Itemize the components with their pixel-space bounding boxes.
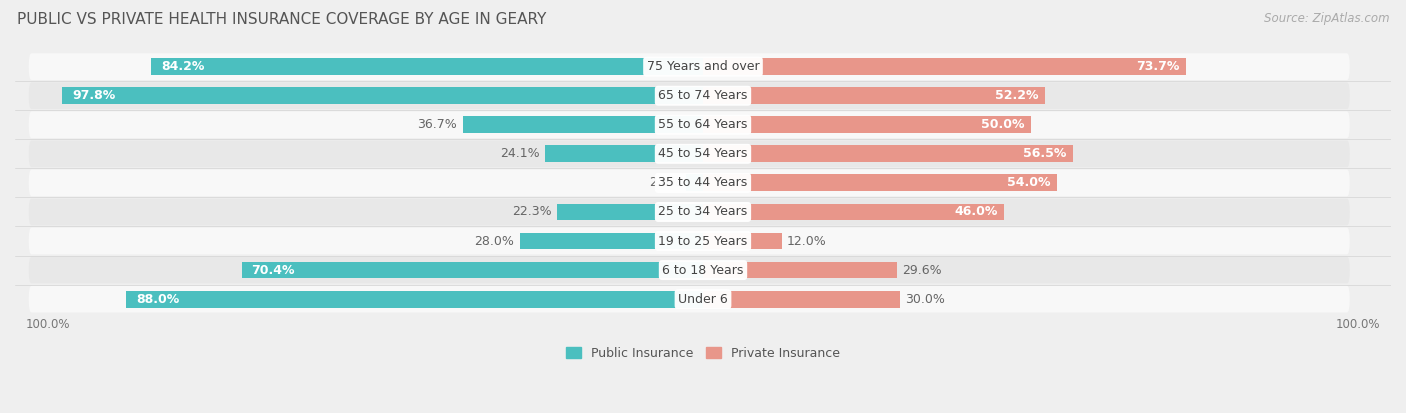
Text: 50.0%: 50.0% — [980, 118, 1024, 131]
Bar — [703, 145, 1073, 162]
Text: 84.2%: 84.2% — [162, 60, 204, 73]
FancyBboxPatch shape — [28, 170, 1350, 196]
Bar — [703, 87, 1045, 104]
Bar — [62, 87, 703, 104]
Bar — [520, 233, 703, 249]
Text: 6 to 18 Years: 6 to 18 Years — [662, 263, 744, 277]
Bar — [127, 291, 703, 308]
Text: 24.1%: 24.1% — [501, 147, 540, 160]
Text: 45 to 54 Years: 45 to 54 Years — [658, 147, 748, 160]
Text: 22.3%: 22.3% — [512, 205, 551, 218]
Bar — [557, 204, 703, 221]
FancyBboxPatch shape — [28, 82, 1350, 109]
Text: 29.6%: 29.6% — [903, 263, 942, 277]
Text: 65 to 74 Years: 65 to 74 Years — [658, 89, 748, 102]
Bar — [463, 116, 703, 133]
Text: PUBLIC VS PRIVATE HEALTH INSURANCE COVERAGE BY AGE IN GEARY: PUBLIC VS PRIVATE HEALTH INSURANCE COVER… — [17, 12, 547, 27]
Bar — [703, 291, 900, 308]
FancyBboxPatch shape — [28, 140, 1350, 167]
Legend: Public Insurance, Private Insurance: Public Insurance, Private Insurance — [561, 342, 845, 365]
Bar — [686, 174, 703, 191]
Bar — [703, 174, 1057, 191]
Text: 52.2%: 52.2% — [995, 89, 1039, 102]
Text: 19 to 25 Years: 19 to 25 Years — [658, 235, 748, 247]
Text: 88.0%: 88.0% — [136, 293, 180, 306]
Text: 46.0%: 46.0% — [955, 205, 998, 218]
Text: 12.0%: 12.0% — [787, 235, 827, 247]
Text: Under 6: Under 6 — [678, 293, 728, 306]
FancyBboxPatch shape — [28, 257, 1350, 283]
Bar — [546, 145, 703, 162]
Bar — [152, 58, 703, 75]
Text: 70.4%: 70.4% — [252, 263, 295, 277]
Bar — [703, 58, 1185, 75]
FancyBboxPatch shape — [28, 228, 1350, 254]
FancyBboxPatch shape — [28, 286, 1350, 313]
FancyBboxPatch shape — [28, 112, 1350, 138]
Bar — [703, 204, 1004, 221]
Bar — [242, 261, 703, 278]
FancyBboxPatch shape — [28, 199, 1350, 225]
Bar — [703, 261, 897, 278]
Bar — [703, 116, 1031, 133]
Text: 73.7%: 73.7% — [1136, 60, 1180, 73]
FancyBboxPatch shape — [28, 53, 1350, 80]
Text: Source: ZipAtlas.com: Source: ZipAtlas.com — [1264, 12, 1389, 25]
Text: 2.6%: 2.6% — [650, 176, 681, 190]
Text: 35 to 44 Years: 35 to 44 Years — [658, 176, 748, 190]
Text: 55 to 64 Years: 55 to 64 Years — [658, 118, 748, 131]
Text: 54.0%: 54.0% — [1007, 176, 1050, 190]
Text: 97.8%: 97.8% — [72, 89, 115, 102]
Text: 36.7%: 36.7% — [418, 118, 457, 131]
Text: 56.5%: 56.5% — [1024, 147, 1067, 160]
Text: 30.0%: 30.0% — [905, 293, 945, 306]
Text: 28.0%: 28.0% — [474, 235, 515, 247]
Bar — [703, 233, 782, 249]
Text: 75 Years and over: 75 Years and over — [647, 60, 759, 73]
Text: 25 to 34 Years: 25 to 34 Years — [658, 205, 748, 218]
